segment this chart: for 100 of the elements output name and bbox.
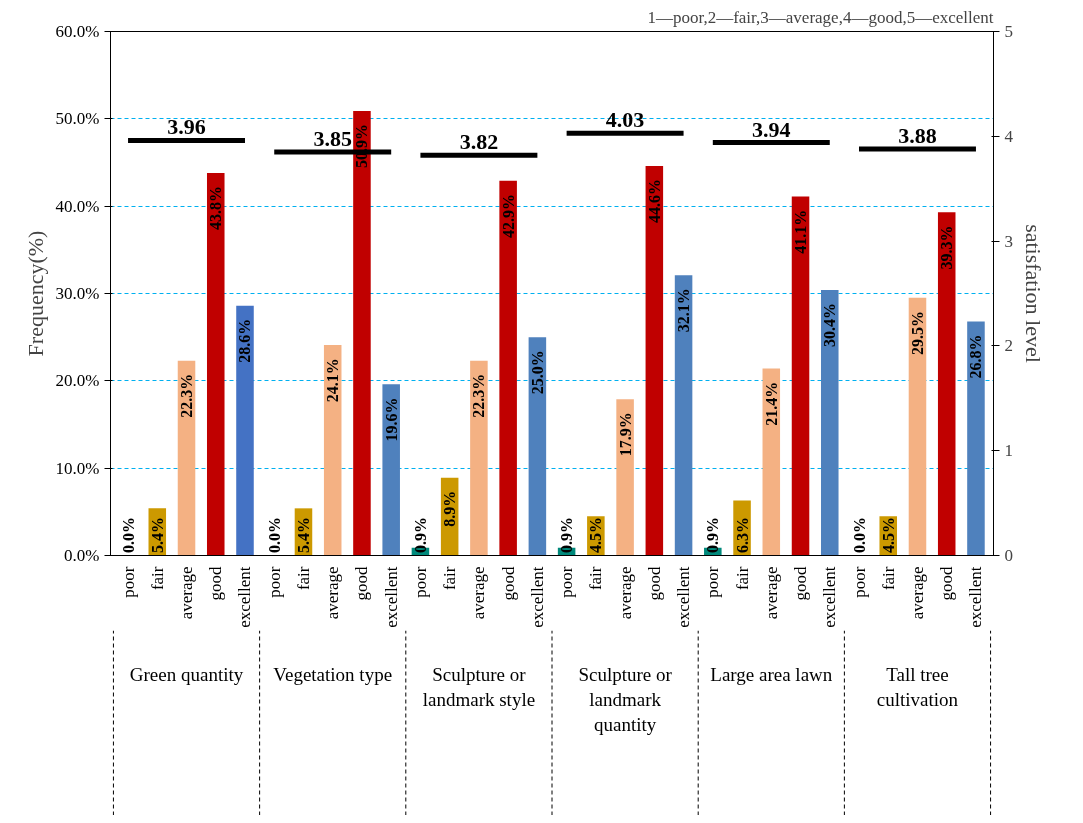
- x-tick-label: good: [644, 566, 664, 601]
- data-label: 3.96: [167, 114, 206, 140]
- bar: [645, 165, 664, 556]
- data-label: 24.1%: [324, 358, 342, 403]
- x-tick-label: excellent: [820, 566, 840, 628]
- x-tick-label: good: [206, 566, 226, 601]
- x-tick-label: fair: [147, 566, 167, 591]
- x-tick-label: poor: [557, 566, 577, 598]
- data-label: 30.4%: [821, 303, 839, 348]
- bar: [470, 360, 488, 556]
- data-label: 26.8%: [967, 334, 985, 379]
- x-tick-label: fair: [878, 566, 898, 591]
- y-tick-label: 30.0%: [55, 284, 100, 303]
- data-label: 4.5%: [587, 516, 605, 553]
- x-tick-label: average: [907, 566, 927, 620]
- data-label: 0.9%: [558, 516, 576, 553]
- data-label: 3.94: [752, 116, 791, 142]
- x-tick-label: good: [937, 566, 957, 601]
- x-tick-label: fair: [732, 566, 752, 591]
- x-tick-label: average: [323, 566, 343, 620]
- y2-tick-label: 0: [1004, 546, 1013, 565]
- data-label: 3.85: [313, 126, 352, 152]
- data-label: 4.03: [605, 107, 645, 133]
- y2-tick-label: 5: [1004, 22, 1013, 41]
- data-label: 22.3%: [470, 373, 488, 418]
- data-label: 28.6%: [236, 318, 254, 363]
- y-tick-label: 20.0%: [55, 371, 100, 391]
- x-tick-label: average: [761, 566, 781, 620]
- x-tick-label: good: [791, 566, 811, 601]
- x-tick-label: good: [352, 566, 372, 601]
- data-label: 6.3%: [733, 516, 751, 553]
- x-tick-label: average: [615, 566, 635, 620]
- x-tick-label: excellent: [966, 566, 986, 628]
- x-tick-label: poor: [118, 566, 138, 598]
- data-label: 44.6%: [645, 179, 663, 224]
- text: 1—poor,2—fair,3—average,4—good,5—excellent: [647, 7, 994, 27]
- bar: [382, 384, 400, 556]
- x-tick-label: good: [498, 566, 518, 601]
- bar: [937, 212, 956, 556]
- x-tick-label: excellent: [527, 566, 547, 628]
- text: Sculpture or landmark quantity: [578, 663, 673, 736]
- data-label: 42.9%: [499, 193, 517, 238]
- x-tick-label: average: [177, 566, 197, 620]
- bar: [820, 290, 839, 556]
- bar: [791, 196, 810, 556]
- x-tick-label: fair: [586, 566, 606, 591]
- data-label: 41.1%: [792, 209, 810, 254]
- data-label: 3.88: [898, 122, 937, 148]
- bar: [236, 305, 254, 556]
- y-tick-label: 0.0%: [64, 546, 100, 565]
- data-label: 3.82: [459, 129, 499, 155]
- bar: [967, 321, 985, 556]
- x-tick-label: excellent: [235, 566, 255, 628]
- y2-tick-label: 2: [1004, 336, 1013, 356]
- y-tick-label: 10.0%: [55, 458, 100, 478]
- data-label: 0.0%: [850, 516, 868, 553]
- bar: [616, 399, 634, 556]
- data-label: 5.4%: [294, 516, 312, 553]
- data-label: 5.4%: [148, 516, 166, 553]
- x-tick-label: average: [469, 566, 489, 620]
- text: Sculpture or landmark style: [422, 663, 536, 710]
- bar: [323, 345, 342, 556]
- data-label: 39.3%: [938, 225, 956, 270]
- data-label: 17.9%: [616, 412, 634, 457]
- data-label: 25.0%: [528, 350, 546, 395]
- data-label: 0.9%: [704, 516, 722, 553]
- data-label: 43.8%: [207, 186, 225, 231]
- data-label: 0.0%: [265, 516, 283, 553]
- data-label: 19.6%: [382, 397, 400, 442]
- text: Green quantity: [129, 663, 244, 685]
- bar: [674, 275, 693, 556]
- y2-axis-title: satisfation level: [1021, 224, 1046, 363]
- y-tick-label: 60.0%: [55, 22, 100, 41]
- data-label: 0.9%: [411, 516, 429, 553]
- y-axis-title: Frequency(%): [22, 230, 48, 357]
- y2-tick-label: 1: [1004, 441, 1013, 461]
- data-label: 0.0%: [119, 516, 137, 553]
- y2-tick-label: 4: [1004, 126, 1014, 146]
- bar: [353, 110, 371, 556]
- data-label: 4.5%: [879, 516, 897, 553]
- data-label: 22.3%: [178, 373, 196, 418]
- y2-tick-label: 3: [1004, 231, 1013, 251]
- text: Vegetation type: [273, 663, 393, 685]
- y-tick-label: 50.0%: [55, 109, 100, 129]
- bar: [499, 180, 517, 556]
- x-tick-label: poor: [264, 566, 284, 598]
- bar: [908, 297, 927, 556]
- x-tick-label: fair: [440, 566, 460, 591]
- data-label: 8.9%: [441, 490, 459, 527]
- bar: [206, 172, 225, 556]
- y-tick-label: 40.0%: [55, 196, 100, 216]
- x-tick-label: excellent: [674, 566, 694, 628]
- x-tick-label: poor: [410, 566, 430, 598]
- text: Large area lawn: [710, 663, 833, 685]
- data-label: 21.4%: [762, 381, 780, 426]
- x-tick-label: poor: [849, 566, 869, 598]
- data-label: 32.1%: [675, 288, 693, 333]
- x-tick-label: excellent: [381, 566, 401, 628]
- x-tick-label: fair: [293, 566, 313, 591]
- text: Tall tree cultivation: [876, 663, 959, 710]
